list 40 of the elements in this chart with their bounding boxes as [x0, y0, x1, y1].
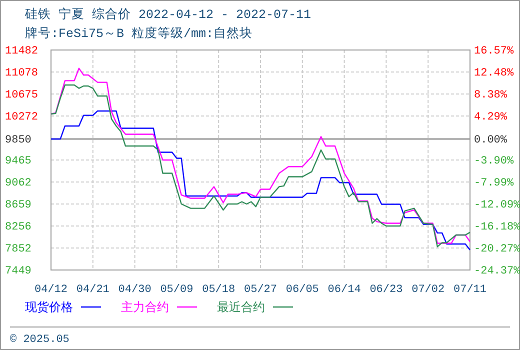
chart-title: 硅铁 宁夏 综合价 2022-04-12 - 2022-07-11 — [24, 6, 312, 22]
y-tick-label: 10675 — [5, 90, 38, 102]
legend-label: 最近合约 — [217, 301, 265, 315]
y2-tick-label: 4.29% — [474, 112, 508, 124]
y-tick-label: 8256 — [5, 222, 32, 234]
x-tick-label: 06/14 — [328, 284, 362, 296]
y-tick-label: 8659 — [5, 200, 32, 212]
y-tick-label: 11482 — [5, 46, 38, 58]
y2-tick-label: -3.90% — [474, 156, 514, 168]
x-tick-label: 04/30 — [118, 284, 152, 296]
legend-label: 主力合约 — [121, 300, 169, 315]
y2-tick-label: 8.38% — [474, 90, 508, 102]
x-tick-label: 07/11 — [453, 284, 487, 296]
y-tick-label: 10272 — [5, 112, 38, 124]
line-series — [50, 110, 471, 251]
x-tick-label: 04/12 — [34, 284, 68, 296]
x-tick-label: 05/27 — [244, 284, 278, 296]
y2-tick-label: 0.00% — [474, 134, 508, 147]
y2-tick-label: -12.09% — [474, 200, 520, 212]
y-tick-label: 9465 — [5, 156, 32, 168]
y2-tick-label: -20.27% — [474, 243, 520, 256]
y2-tick-label: -16.18% — [474, 222, 520, 234]
y-tick-label: 11078 — [5, 68, 38, 80]
y-tick-label: 9850 — [5, 134, 32, 147]
legend-label: 现货价格 — [25, 301, 73, 315]
text: © 2025.05 — [10, 334, 70, 346]
x-tick-label: 04/21 — [76, 284, 110, 296]
x-tick-label: 07/02 — [412, 284, 445, 296]
x-tick-label: 06/23 — [370, 284, 403, 296]
y-tick-label: 9062 — [5, 178, 32, 190]
y-tick-label: 7852 — [5, 244, 32, 256]
x-tick-label: 05/09 — [160, 284, 194, 296]
x-tick-label: 06/05 — [286, 284, 319, 296]
y2-tick-label: -24.37% — [474, 266, 520, 278]
x-tick-label: 05/18 — [202, 284, 236, 296]
y2-tick-label: 12.48% — [474, 68, 514, 80]
y2-tick-label: 16.57% — [474, 46, 514, 58]
chart-subtitle: 牌号:FeSi75～B 粒度等级/mm:自然块 — [25, 25, 253, 41]
y2-tick-label: -7.99% — [474, 178, 514, 190]
y-tick-label: 7449 — [5, 266, 32, 278]
